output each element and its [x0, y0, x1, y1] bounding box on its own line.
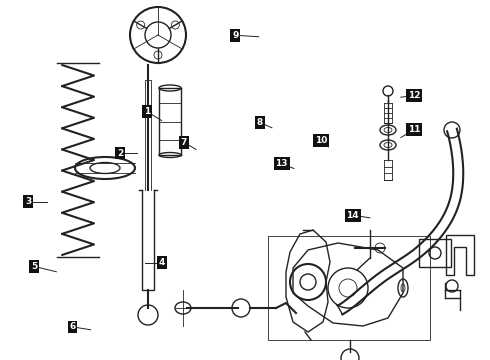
Text: 12: 12 — [408, 91, 420, 100]
Text: 10: 10 — [315, 136, 327, 145]
Text: 6: 6 — [70, 323, 75, 331]
Text: 14: 14 — [346, 211, 359, 220]
Text: 13: 13 — [275, 159, 288, 168]
Bar — [268, 236, 430, 340]
Text: 4: 4 — [158, 258, 165, 267]
Text: 3: 3 — [25, 197, 31, 206]
Text: 5: 5 — [31, 262, 37, 271]
Text: 9: 9 — [232, 31, 239, 40]
Text: 2: 2 — [117, 149, 123, 158]
Text: 1: 1 — [144, 107, 150, 116]
Text: 8: 8 — [257, 118, 263, 127]
Text: 7: 7 — [180, 138, 187, 147]
Text: 11: 11 — [408, 125, 420, 134]
